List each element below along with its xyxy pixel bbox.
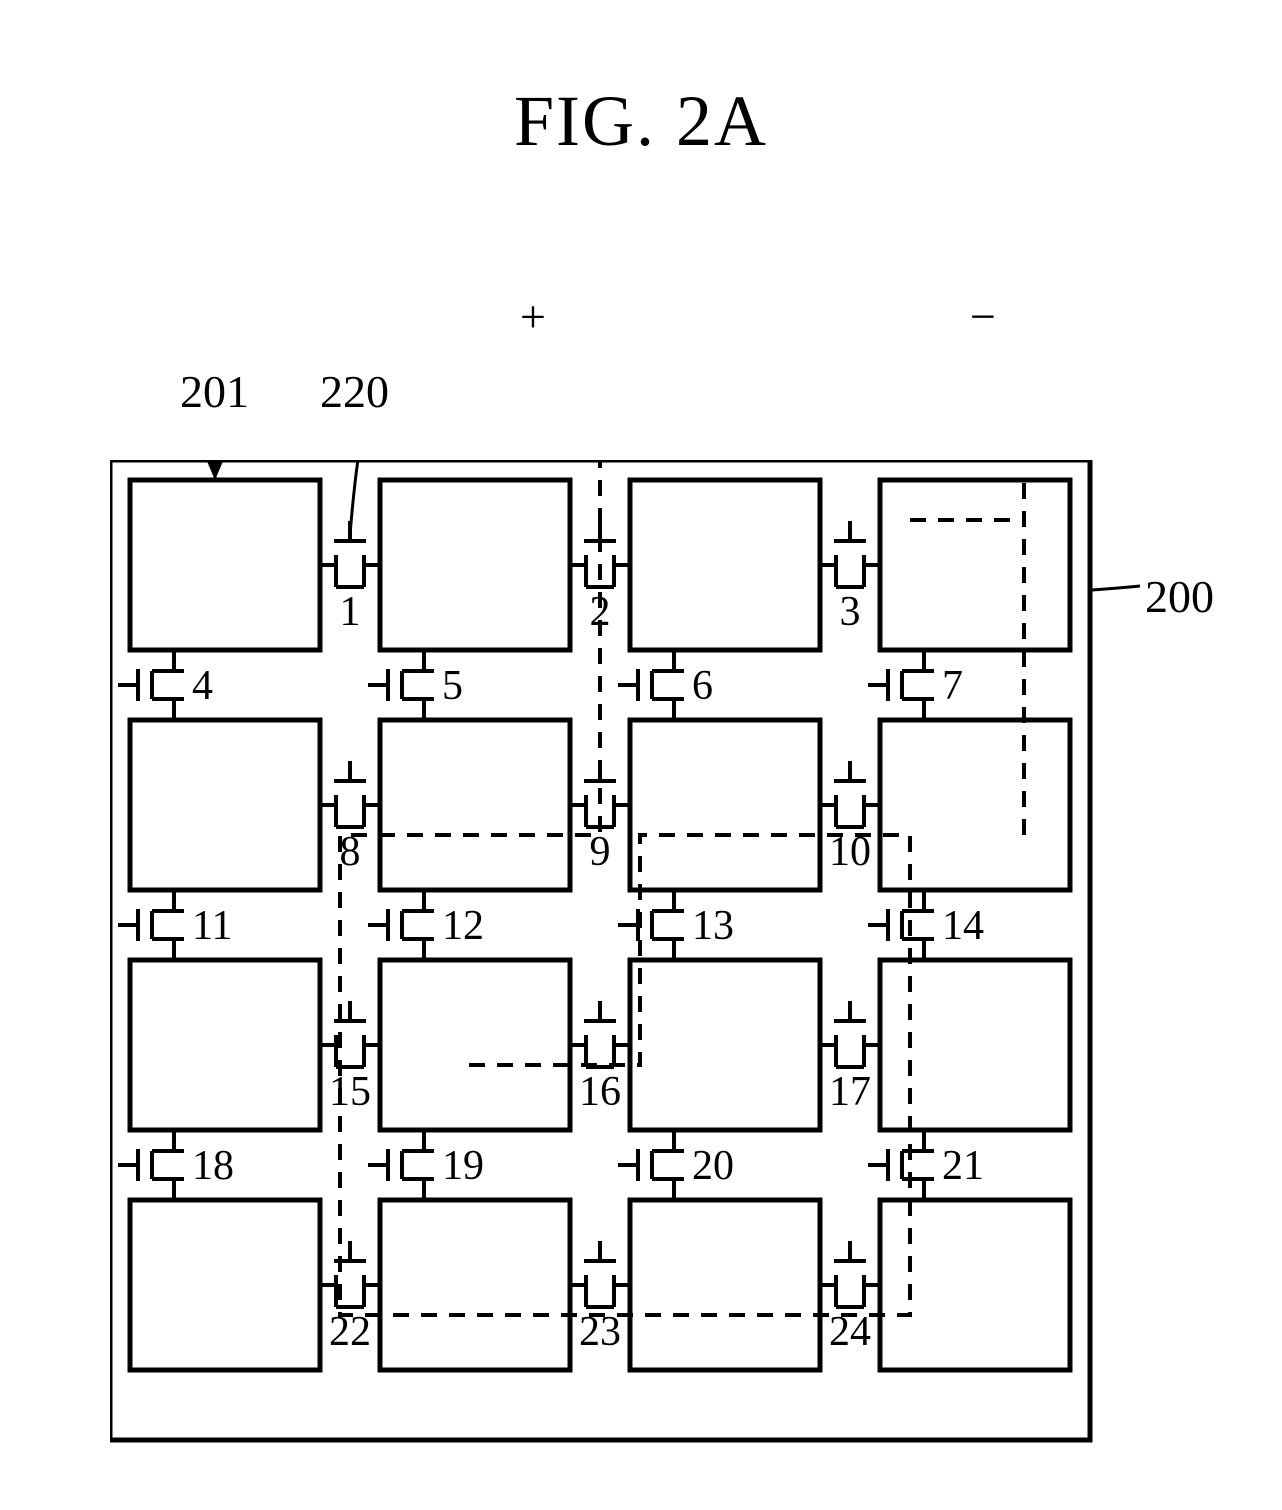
switch-label: 18: [192, 1143, 234, 1189]
switch-label: 13: [692, 903, 734, 949]
cell: [630, 720, 820, 890]
switch-label: 4: [192, 663, 213, 709]
cell: [380, 960, 570, 1130]
switch-label: 11: [192, 903, 232, 949]
cell: [630, 1200, 820, 1370]
cell: [380, 1200, 570, 1370]
switch-label: 6: [692, 663, 713, 709]
switch-label: 15: [329, 1069, 371, 1115]
cell: [880, 480, 1070, 650]
cell: [630, 960, 820, 1130]
switch-label: 21: [942, 1143, 984, 1189]
cell: [380, 480, 570, 650]
switch-label: 17: [829, 1069, 871, 1115]
diagram-svg: 123891015161722232445671112131418192021: [110, 460, 1210, 1510]
cell: [130, 720, 320, 890]
cell-ref-label: 201: [180, 365, 249, 418]
switch-label: 3: [840, 589, 861, 635]
cell: [130, 1200, 320, 1370]
switch-label: 16: [579, 1069, 621, 1115]
cell: [130, 960, 320, 1130]
cell: [380, 720, 570, 890]
cell: [130, 480, 320, 650]
switch-label: 5: [442, 663, 463, 709]
switch-label: 1: [340, 589, 361, 635]
switch-label: 9: [590, 829, 611, 875]
switch-label: 7: [942, 663, 963, 709]
switch-ref-label: 220: [320, 365, 389, 418]
minus-label: −: [970, 290, 996, 343]
plus-label: +: [520, 290, 546, 343]
cell: [630, 480, 820, 650]
switch-label: 20: [692, 1143, 734, 1189]
switch-label: 12: [442, 903, 484, 949]
switch-label: 14: [942, 903, 984, 949]
diagram-container: 123891015161722232445671112131418192021: [110, 460, 1070, 1420]
switch-label: 19: [442, 1143, 484, 1189]
figure-title: FIG. 2A: [0, 80, 1282, 163]
